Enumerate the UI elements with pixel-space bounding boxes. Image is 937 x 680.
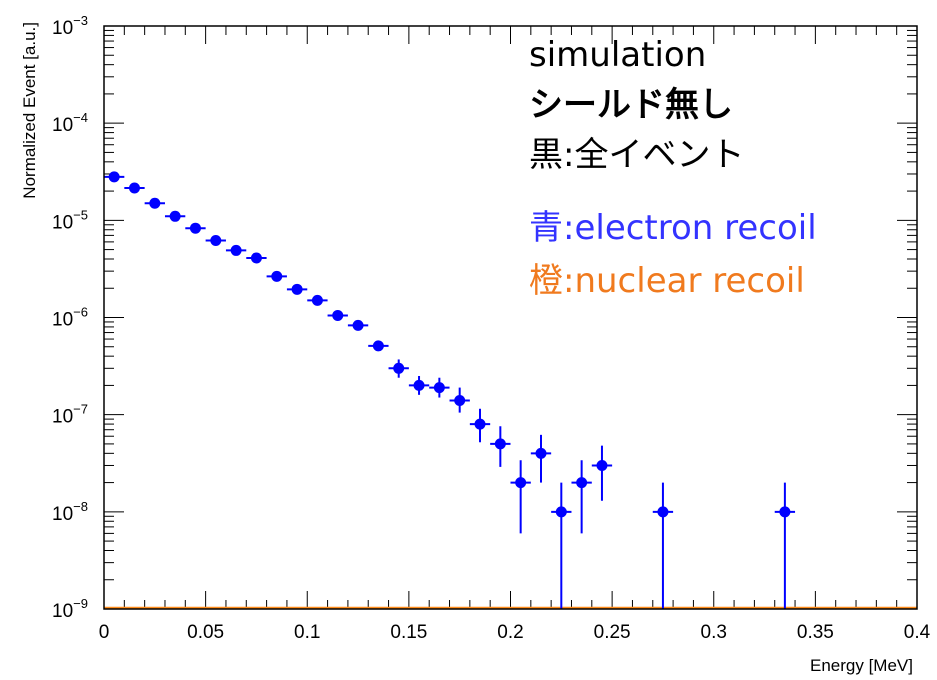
data-point (104, 171, 125, 183)
x-tick-label: 0 (99, 622, 110, 643)
x-tick-label: 0.1 (294, 622, 320, 643)
data-point (225, 244, 247, 256)
data-point (449, 387, 470, 413)
data-marker (596, 459, 608, 471)
data-point (551, 482, 572, 609)
x-tick-label: 0.25 (594, 622, 631, 643)
y-axis-label: Normalized Event [a.u.] (20, 22, 39, 199)
y-tick-label: 10−8 (52, 499, 88, 525)
data-marker (169, 210, 181, 222)
data-point (388, 359, 409, 378)
data-point (246, 252, 267, 264)
data-point (185, 222, 206, 234)
data-point (266, 270, 287, 282)
annotation-text: simulation (529, 35, 706, 75)
y-tick-label: 10−6 (52, 305, 88, 331)
y-tick-label: 10−7 (52, 402, 88, 428)
y-tick-label: 10−4 (52, 110, 88, 136)
data-marker (230, 244, 242, 256)
data-marker (555, 506, 567, 518)
data-marker (657, 506, 669, 518)
data-marker (393, 362, 405, 374)
data-marker (535, 447, 547, 459)
data-point (429, 377, 450, 398)
data-point (774, 482, 796, 609)
y-tick-label: 10−5 (52, 207, 88, 233)
plot-frame (103, 25, 918, 610)
x-tick-label: 0.4 (904, 622, 931, 643)
data-point (307, 294, 328, 306)
annotation-text: 黒:全イベント (529, 135, 744, 175)
x-tick-label: 0.15 (390, 622, 427, 643)
data-marker (291, 283, 303, 295)
x-tick-label: 0.2 (497, 622, 523, 643)
data-point (408, 376, 430, 395)
data-point (490, 426, 511, 467)
data-marker (576, 477, 588, 489)
data-marker (332, 309, 344, 321)
data-point (368, 340, 389, 352)
data-point (124, 182, 145, 194)
axis-ticks (103, 25, 918, 610)
y-tick-labels: 10−9 10−8 10−7 10−6 10−5 10−4 10−3 (52, 13, 88, 622)
data-marker (433, 382, 445, 394)
annotation-text: 青:electron recoil (529, 208, 817, 248)
data-marker (128, 182, 140, 194)
annotation-text: シールド無し (529, 85, 733, 125)
data-point (469, 408, 491, 443)
electron-recoil-series (104, 171, 796, 609)
data-point (327, 309, 348, 321)
data-marker (454, 394, 466, 406)
data-marker (779, 506, 791, 518)
data-marker (149, 197, 161, 209)
data-marker (372, 340, 384, 352)
data-marker (352, 319, 364, 331)
data-marker (108, 171, 120, 183)
data-marker (250, 252, 262, 264)
data-point (591, 445, 613, 501)
data-marker (494, 438, 506, 450)
data-marker (413, 379, 425, 391)
x-tick-label: 0.3 (701, 622, 727, 643)
data-point (510, 460, 531, 534)
data-point (652, 482, 674, 609)
annotation-text: 橙:nuclear recoil (529, 261, 805, 301)
x-axis-label: Energy [MeV] (810, 656, 913, 675)
data-point (571, 460, 592, 534)
data-point (286, 283, 308, 295)
y-tick-label: 10−3 (52, 13, 88, 39)
data-marker (189, 222, 201, 234)
data-marker (474, 418, 486, 430)
x-tick-label: 0.05 (187, 622, 224, 643)
data-marker (311, 294, 323, 306)
data-point (205, 235, 226, 247)
x-tick-label: 0.35 (797, 622, 834, 643)
data-point (530, 434, 552, 483)
data-marker (515, 477, 527, 489)
data-point (144, 197, 165, 209)
y-tick-label: 10−9 (52, 596, 88, 622)
data-point (164, 210, 186, 222)
x-tick-labels: 0 0.05 0.1 0.15 0.2 0.25 0.3 0.35 0.4 (99, 622, 931, 643)
data-marker (210, 235, 222, 247)
data-marker (271, 270, 283, 282)
data-point (347, 319, 369, 331)
